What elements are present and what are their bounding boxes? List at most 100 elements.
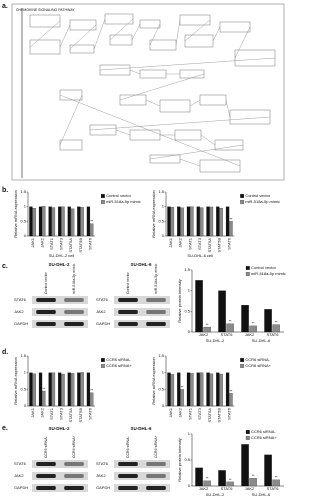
bar: [177, 206, 181, 237]
pathway-node: [179, 69, 205, 79]
legend-label: CCR6 siRNA+: [251, 435, 277, 440]
bar: [226, 323, 234, 333]
bar: [190, 373, 194, 407]
bar: [170, 374, 175, 407]
x-tick-label: JAK2: [245, 332, 255, 337]
blot-band: [118, 462, 138, 466]
bar: [61, 206, 65, 237]
x-tick-label: STAT5B: [78, 238, 83, 253]
legend-label: miR-518a-5p mimic: [251, 271, 286, 276]
bar: [200, 372, 204, 407]
blot-band: [36, 474, 56, 478]
pathway-edge: [59, 94, 83, 146]
y-tick-label: 0.5: [158, 386, 164, 391]
panel-label: b.: [2, 187, 8, 194]
x-tick-label: STAT3: [59, 237, 64, 250]
x-tick-label: STAT6: [87, 407, 92, 420]
x-tick-label: JAK2: [199, 486, 209, 491]
bar: [71, 373, 75, 407]
bar: [77, 206, 81, 237]
bar: [180, 389, 184, 407]
blot-row-label: JAK2: [96, 473, 106, 478]
y-tick-label: 1.5: [184, 267, 190, 272]
bar: [186, 206, 191, 237]
bar: [206, 372, 210, 407]
bar: [42, 390, 46, 407]
legend-label: Control vector: [245, 193, 271, 198]
legend-label: miR-518a-5p mimic: [106, 199, 141, 204]
x-tick-label: JAK1: [168, 237, 173, 247]
blot-band: [64, 298, 84, 302]
blot-band: [146, 322, 166, 326]
significance: **: [252, 322, 255, 326]
pathway-edge: [189, 99, 201, 107]
y-tick-label: 1: [188, 288, 191, 293]
bar: [241, 444, 249, 487]
blot-band: [146, 462, 166, 466]
bar: [209, 373, 214, 407]
bar: [48, 372, 52, 407]
x-tick-label: JAK1: [30, 407, 35, 417]
blot-strip: [32, 460, 88, 468]
bar: [167, 372, 171, 407]
y-tick-label: 0: [24, 233, 27, 238]
blot-band: [36, 462, 56, 466]
pathway-node: [29, 14, 61, 28]
significance: **: [90, 220, 93, 224]
bar: [219, 208, 223, 237]
pathway-edge: [93, 18, 106, 50]
x-tick-label: STAT1: [49, 407, 54, 420]
blot-row-label: GAPDH: [96, 485, 110, 490]
blot-strip: [32, 296, 88, 304]
x-tick-label: STAT6: [87, 237, 92, 250]
blot-strip: [114, 484, 170, 492]
x-tick-label: JAK2: [39, 407, 44, 417]
x-tick-label: JAK1: [30, 237, 35, 247]
blot-strip: [32, 484, 88, 492]
blot-row-label: JAK2: [14, 473, 24, 478]
legend-swatch: [240, 364, 245, 368]
pathway-edge: [119, 73, 205, 101]
bar: [90, 392, 94, 407]
x-tick-label: STAT6: [227, 407, 232, 420]
bar: [249, 325, 257, 333]
x-tick-label: STAT5A: [207, 408, 212, 423]
pathway-edge: [149, 144, 244, 160]
blot-column: Control vector: [126, 271, 130, 294]
pathway-edge: [59, 94, 241, 167]
pathway-node: [229, 109, 271, 125]
x-tick-label: STAT1: [49, 237, 54, 250]
pathway-edge: [109, 18, 134, 41]
legend-swatch: [100, 200, 105, 204]
legend-swatch: [245, 430, 250, 434]
pathway-edge: [225, 99, 231, 118]
bar: [190, 206, 194, 237]
y-axis-label: Relative protein intensity: [177, 279, 182, 323]
group-label: SU-DHL-2: [206, 338, 225, 343]
y-tick-label: 1.5: [20, 353, 26, 358]
blot-title: SU-DHL-6: [131, 426, 152, 431]
blot-strip: [114, 296, 170, 304]
pathway-node: [159, 99, 191, 113]
legend-swatch: [245, 272, 250, 276]
bar: [200, 207, 204, 237]
blot-band: [64, 474, 84, 478]
bar: [58, 206, 62, 237]
x-tick-label: STAT3: [197, 407, 202, 420]
pathway-edge: [179, 158, 201, 167]
blot-column: CCR6 siRNA-: [44, 436, 48, 458]
blot-column: Control vector: [44, 271, 48, 294]
bar: [264, 309, 272, 333]
significance: **: [206, 323, 209, 327]
bar: [272, 324, 280, 333]
pathway-edge: [89, 116, 271, 131]
pathway-node: [119, 94, 147, 106]
bar: [206, 206, 210, 237]
pathway-node: [104, 13, 134, 25]
blot-column: miR-518a-5p mimic: [154, 263, 158, 294]
y-tick-label: 0: [188, 329, 191, 334]
pathway-edge: [131, 23, 141, 41]
y-axis-label: Relative mRNA expression: [151, 190, 156, 238]
x-tick-label: STAT5B: [78, 408, 83, 423]
blot-band: [36, 322, 56, 326]
